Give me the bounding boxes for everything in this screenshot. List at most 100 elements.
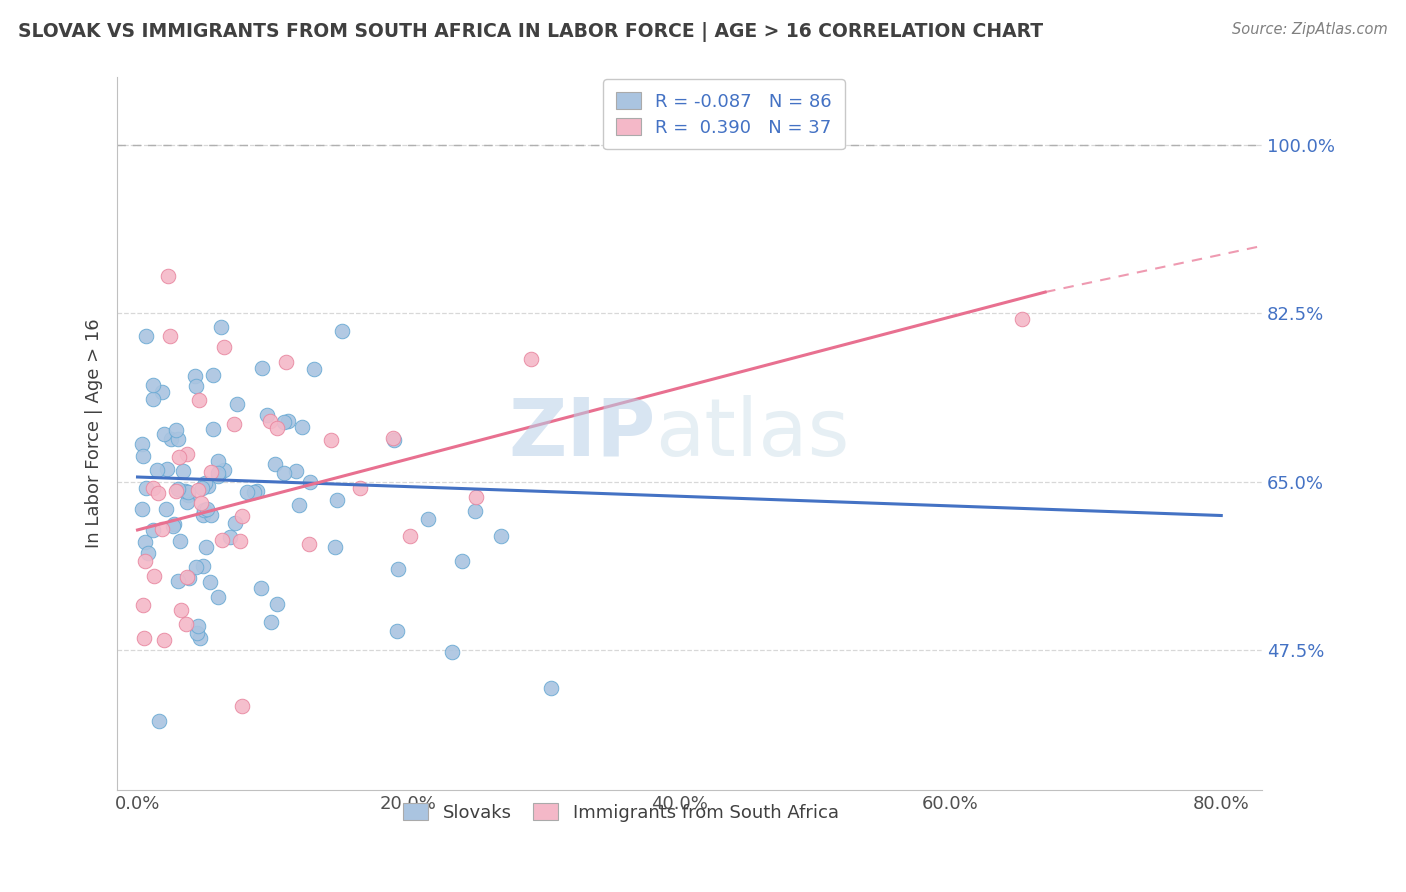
Point: [489, 529, 512, 543]
Point: [207, 466, 229, 480]
Point: [264, 457, 287, 471]
Point: [134, 554, 156, 568]
Point: [250, 360, 273, 375]
Point: [184, 379, 207, 393]
Point: [249, 581, 271, 595]
Point: [226, 397, 249, 411]
Point: [207, 468, 229, 483]
Point: [142, 392, 165, 407]
Point: [273, 415, 295, 429]
Point: [211, 533, 233, 548]
Point: [162, 519, 184, 533]
Point: [382, 431, 405, 445]
Point: [266, 421, 288, 435]
Point: [176, 495, 198, 509]
Point: [197, 479, 219, 493]
Point: [148, 486, 170, 500]
Point: [166, 433, 188, 447]
Point: [191, 508, 214, 523]
Point: [142, 378, 165, 392]
Point: [235, 485, 257, 500]
Point: [451, 553, 474, 567]
Point: [160, 432, 183, 446]
Point: [177, 488, 200, 502]
Point: [440, 645, 463, 659]
Point: [382, 433, 405, 447]
Point: [174, 616, 197, 631]
Point: [198, 574, 221, 589]
Point: [214, 340, 236, 354]
Point: [191, 481, 214, 495]
Point: [259, 415, 281, 429]
Point: [321, 433, 343, 447]
Point: [194, 476, 217, 491]
Point: [146, 463, 169, 477]
Point: [209, 319, 232, 334]
Point: [166, 482, 188, 496]
Point: [186, 625, 208, 640]
Point: [131, 437, 153, 451]
Point: [142, 569, 165, 583]
Point: [302, 361, 325, 376]
Point: [132, 449, 155, 463]
Legend: Slovaks, Immigrants from South Africa: Slovaks, Immigrants from South Africa: [391, 790, 852, 834]
Point: [273, 467, 295, 481]
Point: [166, 483, 188, 498]
Point: [326, 492, 349, 507]
Point: [387, 562, 409, 576]
Point: [242, 484, 264, 499]
Point: [464, 504, 486, 518]
Point: [135, 481, 157, 495]
Point: [188, 632, 211, 646]
Point: [187, 393, 209, 408]
Point: [277, 414, 299, 428]
Point: [155, 462, 177, 476]
Point: [156, 268, 179, 283]
Point: [187, 619, 209, 633]
Point: [191, 558, 214, 573]
Point: [464, 490, 486, 504]
Point: [231, 508, 253, 523]
Point: [136, 546, 159, 560]
Point: [176, 570, 198, 584]
Point: [179, 571, 201, 585]
Point: [323, 540, 346, 554]
Point: [195, 502, 218, 516]
Point: [519, 351, 541, 366]
Point: [218, 529, 240, 543]
Point: [200, 508, 222, 522]
Point: [142, 481, 165, 495]
Point: [200, 465, 222, 479]
Point: [246, 483, 269, 498]
Point: [256, 408, 278, 422]
Point: [194, 540, 217, 554]
Point: [288, 499, 311, 513]
Point: [153, 632, 176, 647]
Point: [159, 328, 181, 343]
Point: [416, 512, 439, 526]
Point: [184, 559, 207, 574]
Point: [150, 384, 173, 399]
Point: [135, 329, 157, 343]
Point: [298, 475, 321, 489]
Point: [163, 516, 186, 531]
Point: [349, 481, 371, 495]
Point: [150, 522, 173, 536]
Point: [169, 533, 191, 548]
Point: [167, 450, 190, 464]
Point: [184, 368, 207, 383]
Point: [132, 631, 155, 645]
Point: [173, 484, 195, 499]
Point: [1011, 312, 1033, 326]
Text: atlas: atlas: [655, 394, 849, 473]
Point: [172, 464, 194, 478]
Point: [207, 454, 229, 468]
Point: [176, 485, 198, 500]
Point: [274, 355, 297, 369]
Point: [540, 681, 562, 696]
Point: [298, 537, 321, 551]
Point: [152, 427, 174, 442]
Point: [229, 534, 252, 549]
Point: [201, 368, 224, 382]
Point: [212, 462, 235, 476]
